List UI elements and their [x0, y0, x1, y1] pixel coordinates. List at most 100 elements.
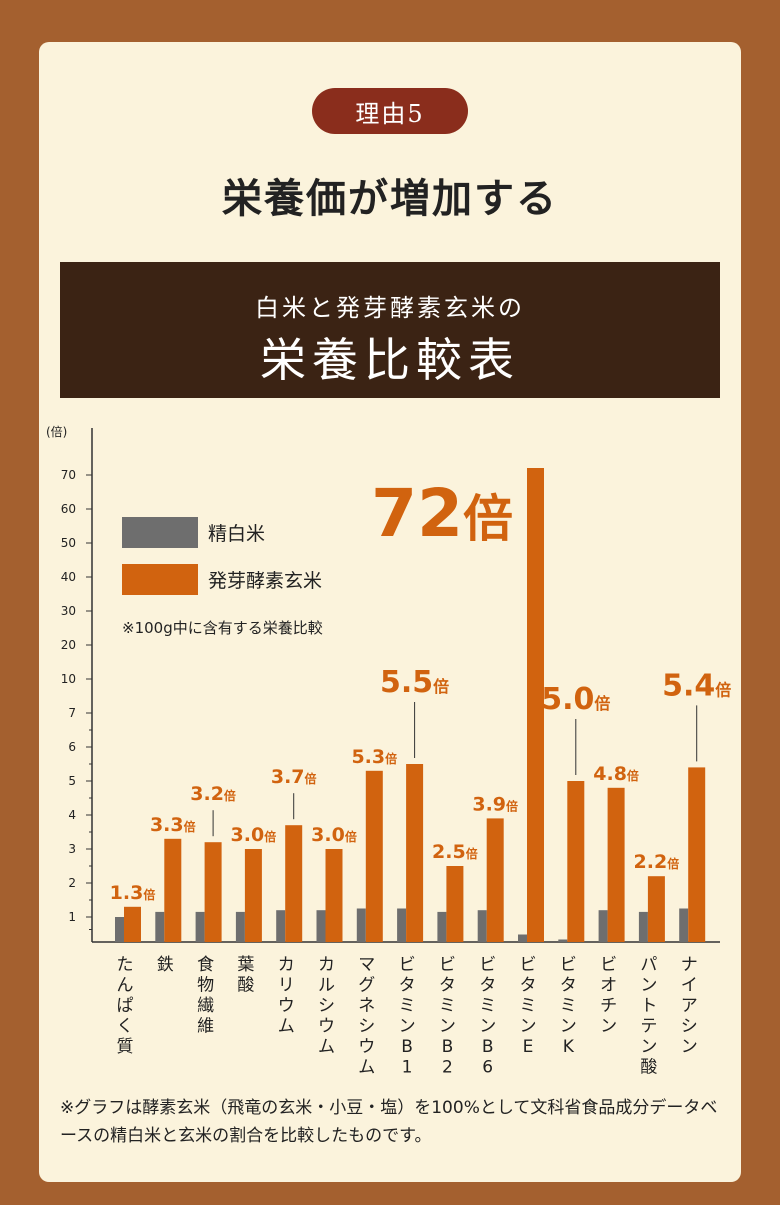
y-tick-label: 5 — [68, 774, 76, 788]
category-label-char: ぱ — [117, 996, 134, 1016]
category-label-char: シ — [358, 1017, 375, 1037]
category-label-char: ン — [520, 1017, 537, 1037]
bar-enzyme-rice — [164, 838, 182, 942]
category-label-char: マ — [358, 955, 375, 975]
bar-white-rice — [397, 908, 407, 942]
category-label-char: 酸 — [237, 976, 254, 996]
value-label: 1.3倍 — [110, 882, 156, 904]
y-tick-label: 20 — [61, 638, 76, 652]
bar-enzyme-rice — [325, 849, 343, 942]
category-label-char: ン — [560, 1017, 577, 1037]
category-label-char: シ — [318, 996, 335, 1016]
category-label-char: ビ — [560, 955, 577, 975]
footnote: ※グラフは酵素玄米（飛竜の玄米・小豆・塩）を100%として文科省食品成分データベ… — [60, 1098, 718, 1146]
category-label-char: E — [523, 1037, 534, 1057]
category-label-char: タ — [439, 976, 456, 996]
category-label-char: B — [482, 1037, 494, 1057]
y-tick-label: 3 — [68, 842, 76, 856]
bar-white-rice — [195, 911, 205, 942]
bar-white-rice — [558, 939, 568, 942]
value-label: 5.0倍 — [541, 682, 610, 717]
category-label-char: B — [442, 1037, 454, 1057]
category-label-char: ン — [399, 1017, 416, 1037]
value-label: 3.3倍 — [150, 814, 196, 836]
category-label-char: 葉 — [237, 955, 254, 975]
category-label-char: ン — [640, 1037, 657, 1057]
category-label-char: 食 — [197, 955, 214, 975]
bar-white-rice — [276, 910, 286, 942]
bar-enzyme-rice — [406, 764, 424, 942]
category-label-char: B — [401, 1037, 413, 1057]
value-label: 3.0倍 — [231, 824, 277, 846]
category-label-char: ミ — [479, 996, 496, 1016]
value-label: 5.4倍 — [662, 668, 731, 703]
category-label-char: ン — [600, 1017, 617, 1037]
legend-label-white-rice: 精白米 — [208, 523, 265, 545]
bar-enzyme-rice — [688, 767, 706, 942]
value-label: 3.0倍 — [311, 824, 357, 846]
category-label-char: ン — [439, 1017, 456, 1037]
bar-enzyme-rice — [204, 842, 222, 942]
category-label-char: ル — [318, 976, 335, 996]
category-label-char: ミ — [439, 996, 456, 1016]
value-label: 5.5倍 — [380, 665, 449, 700]
category-label-char: タ — [399, 976, 416, 996]
category-label-char: た — [117, 955, 134, 975]
category-label-char: 酸 — [640, 1058, 657, 1078]
bar-enzyme-rice — [285, 825, 303, 942]
bar-white-rice — [679, 908, 689, 942]
category-label-char: ム — [318, 1037, 335, 1057]
value-label: 4.8倍 — [593, 763, 639, 785]
category-label-char: ネ — [358, 996, 375, 1016]
legend-label-enzyme-rice: 発芽酵素玄米 — [208, 570, 322, 592]
category-label-char: K — [563, 1037, 575, 1057]
bar-enzyme-rice — [244, 849, 262, 942]
bar-white-rice — [598, 910, 608, 942]
category-label-char: リ — [278, 976, 295, 996]
bar-enzyme-rice — [365, 770, 383, 942]
category-label-char: カ — [278, 955, 295, 975]
category-label-char: ビ — [399, 955, 416, 975]
value-label: 5.3倍 — [351, 746, 397, 768]
category-label-char: テ — [640, 1017, 657, 1037]
category-label-char: カ — [318, 955, 335, 975]
bar-white-rice — [477, 910, 487, 942]
y-tick-label: 70 — [61, 468, 76, 482]
category-label-char: ビ — [520, 955, 537, 975]
y-tick-label: 2 — [68, 876, 76, 890]
category-label-char: ナ — [681, 955, 698, 975]
category-label-char: 6 — [482, 1058, 493, 1078]
value-label: 3.2倍 — [190, 783, 236, 805]
bar-white-rice — [437, 911, 447, 942]
category-label-char: ん — [117, 976, 134, 996]
category-label-char: く — [117, 1017, 134, 1037]
category-label-char: ム — [358, 1058, 375, 1078]
y-axis-unit: (倍) — [46, 424, 67, 439]
bar-white-rice — [638, 911, 648, 942]
category-label-char: ン — [640, 976, 657, 996]
category-label-char: 維 — [197, 1017, 214, 1037]
bar-white-rice — [235, 911, 245, 942]
category-label-char: 鉄 — [157, 955, 174, 975]
y-tick-label: 1 — [68, 910, 76, 924]
category-label-char: 繊 — [197, 996, 214, 1016]
bar-enzyme-rice — [446, 866, 464, 942]
category-label-char: オ — [600, 976, 617, 996]
category-label-char: ト — [640, 996, 657, 1016]
category-label-char: 物 — [197, 976, 214, 996]
category-label-char: イ — [681, 976, 698, 996]
category-label-char: ア — [681, 996, 698, 1016]
reason-badge: 理由5 — [312, 88, 468, 134]
y-tick-label: 7 — [68, 706, 76, 720]
bar-enzyme-rice — [647, 876, 665, 942]
y-tick-label: 40 — [61, 570, 76, 584]
value-label-big: 72倍 — [371, 475, 513, 552]
bar-enzyme-rice — [567, 781, 585, 942]
bar-enzyme-rice — [486, 818, 504, 942]
value-label: 3.9倍 — [472, 793, 518, 815]
chart-title-line2: 栄養比較表 — [260, 333, 520, 387]
value-label: 3.7倍 — [271, 766, 317, 788]
chart-title-line1: 白米と発芽酵素玄米の — [255, 294, 525, 322]
category-label-char: ウ — [278, 996, 295, 1016]
